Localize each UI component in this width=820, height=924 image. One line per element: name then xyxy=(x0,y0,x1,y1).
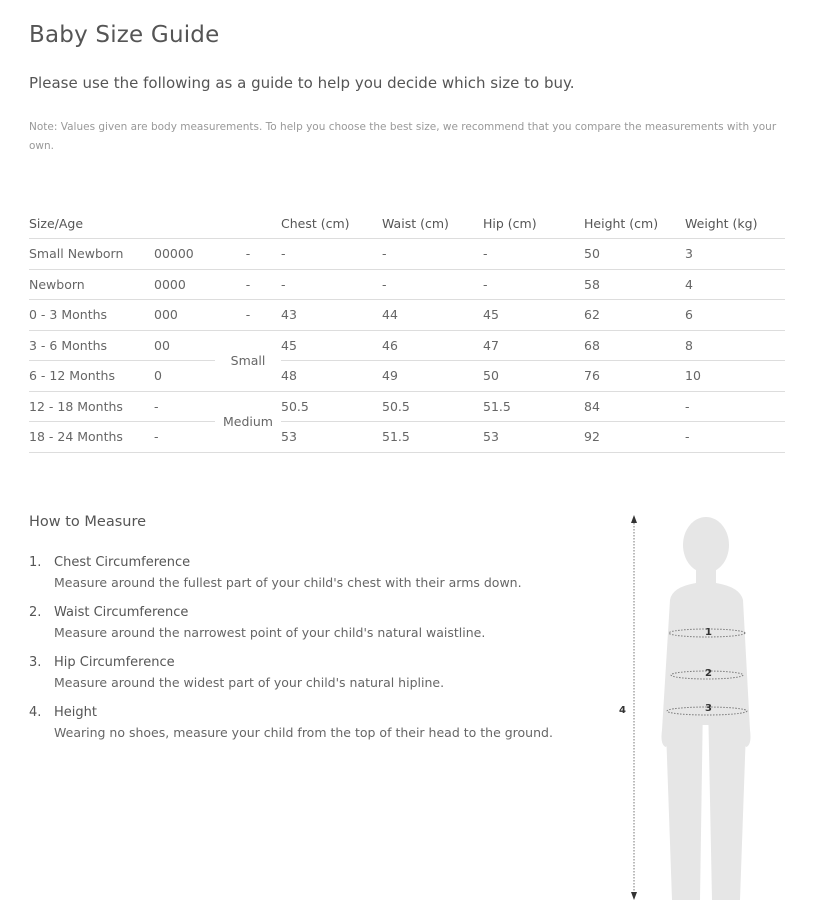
label-chest: 1 xyxy=(705,627,712,638)
header-chest: Chest (cm) xyxy=(281,208,382,239)
waist-cell: - xyxy=(382,269,483,300)
hip-cell: 51.5 xyxy=(483,391,584,422)
height-cell: 92 xyxy=(584,421,685,453)
size-cell: - xyxy=(215,238,281,270)
hip-cell: 45 xyxy=(483,299,584,331)
code-cell: - xyxy=(154,391,215,422)
item-desc: Measure around the fullest part of your … xyxy=(54,575,522,590)
height-cell: 62 xyxy=(584,299,685,331)
height-cell: 58 xyxy=(584,269,685,300)
hip-cell: 50 xyxy=(483,360,584,392)
code-cell: 0 xyxy=(154,360,215,392)
weight-cell: 8 xyxy=(685,330,785,361)
size-cell: - xyxy=(215,299,281,331)
label-waist: 2 xyxy=(705,668,712,679)
child-measurement-figure: 1 2 3 4 xyxy=(619,515,751,900)
size-age-cell: 6 - 12 Months xyxy=(29,360,154,392)
label-height: 4 xyxy=(619,705,626,716)
header-hip: Hip (cm) xyxy=(483,208,584,239)
table-row: 18 - 24 Months -53 51.5 53 92- xyxy=(29,421,785,453)
size-age-cell: Small Newborn xyxy=(29,238,154,270)
chest-cell: 53 xyxy=(281,421,382,453)
measure-lines xyxy=(633,520,748,895)
size-age-cell: 18 - 24 Months xyxy=(29,421,154,453)
header-size xyxy=(215,208,281,239)
weight-cell: - xyxy=(685,391,785,422)
weight-cell: 6 xyxy=(685,299,785,331)
table-row: 12 - 18 Months - Medium 50.5 50.5 51.5 84- xyxy=(29,391,785,453)
weight-cell: - xyxy=(685,421,785,453)
size-cell: Small xyxy=(215,330,281,392)
item-number: 1. xyxy=(29,555,42,570)
waist-cell: 44 xyxy=(382,299,483,331)
waist-cell: - xyxy=(382,238,483,270)
item-number: 2. xyxy=(29,605,42,620)
header-size-age: Size/Age xyxy=(29,208,154,239)
note-text: Note: Values given are body measurements… xyxy=(29,121,777,152)
item-desc: Wearing no shoes, measure your child fro… xyxy=(54,725,553,740)
header-code xyxy=(154,208,215,239)
header-height: Height (cm) xyxy=(584,208,685,239)
table-row: 3 - 6 Months 00 Small 45 46 47 68 8 xyxy=(29,330,785,392)
height-cell: 76 xyxy=(584,360,685,392)
code-cell: 0000 xyxy=(154,269,215,300)
height-cell: 50 xyxy=(584,238,685,270)
table-row: 0 - 3 Months 000-43 44 45 62 6 xyxy=(29,299,785,331)
item-desc: Measure around the narrowest point of yo… xyxy=(54,625,486,640)
code-cell: 00 xyxy=(154,330,215,361)
waist-cell: 51.5 xyxy=(382,421,483,453)
chest-cell: 48 xyxy=(281,360,382,392)
height-cell: 84 xyxy=(584,391,685,422)
item-desc: Measure around the widest part of your c… xyxy=(54,675,445,690)
intro-text: Please use the following as a guide to h… xyxy=(29,74,575,92)
header-weight: Weight (kg) xyxy=(685,208,785,239)
measure-item-waist: 2. Waist Circumference Measure around the … xyxy=(29,603,553,643)
measure-item-hip: 3. Hip Circumference Measure around the wi… xyxy=(29,653,553,693)
size-age-cell: Newborn xyxy=(29,269,154,300)
how-to-measure-heading: How to Measure xyxy=(29,514,147,530)
chest-cell: 50.5 xyxy=(281,391,382,422)
chest-cell: 45 xyxy=(281,330,382,361)
item-title: Hip Circumference xyxy=(54,655,175,670)
item-title: Height xyxy=(54,705,97,720)
page-title: Baby Size Guide xyxy=(29,22,220,48)
child-silhouette xyxy=(661,517,751,900)
item-title: Chest Circumference xyxy=(54,555,191,570)
measure-item-chest: 1. Chest Circumference Measure around the … xyxy=(29,553,553,593)
size-cell: - xyxy=(215,269,281,300)
size-age-cell: 3 - 6 Months xyxy=(29,330,154,361)
measure-list: 1. Chest Circumference Measure around the … xyxy=(29,553,553,753)
hip-cell: 53 xyxy=(483,421,584,453)
weight-cell: 10 xyxy=(685,360,785,392)
waist-cell: 49 xyxy=(382,360,483,392)
height-cell: 68 xyxy=(584,330,685,361)
weight-cell: 4 xyxy=(685,269,785,300)
header-waist: Waist (cm) xyxy=(382,208,483,239)
chest-cell: 43 xyxy=(281,299,382,331)
waist-cell: 50.5 xyxy=(382,391,483,422)
label-hip: 3 xyxy=(705,703,712,714)
code-cell: 000 xyxy=(154,299,215,331)
table-header: Size/Age Chest (cm) Waist (cm) Hip (cm) … xyxy=(29,208,785,239)
chest-cell: - xyxy=(281,238,382,270)
code-cell: - xyxy=(154,421,215,453)
item-number: 3. xyxy=(29,655,42,670)
table-row: Newborn 0000- - - -58 4 xyxy=(29,269,785,300)
waist-cell: 46 xyxy=(382,330,483,361)
code-cell: 00000 xyxy=(154,238,215,270)
hip-cell: - xyxy=(483,269,584,300)
measure-item-height: 4. Height Wearing no shoes, measure your c… xyxy=(29,703,553,743)
hip-cell: 47 xyxy=(483,330,584,361)
item-title: Waist Circumference xyxy=(54,605,189,620)
size-age-cell: 0 - 3 Months xyxy=(29,299,154,331)
size-age-cell: 12 - 18 Months xyxy=(29,391,154,422)
table-row: Small Newborn 00000- - - -50 3 xyxy=(29,238,785,270)
weight-cell: 3 xyxy=(685,238,785,270)
table-row: 6 - 12 Months 0 48 49 50 76 10 xyxy=(29,360,785,392)
chest-cell: - xyxy=(281,269,382,300)
item-number: 4. xyxy=(29,705,42,720)
size-table: Size/Age Chest (cm) Waist (cm) Hip (cm) … xyxy=(29,208,785,453)
hip-cell: - xyxy=(483,238,584,270)
size-cell: Medium xyxy=(215,391,281,453)
